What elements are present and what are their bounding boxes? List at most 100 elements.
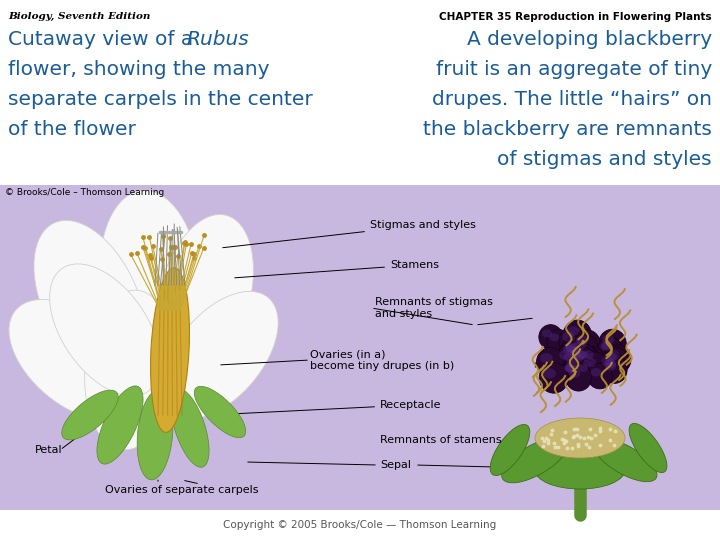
Ellipse shape <box>566 341 591 367</box>
Ellipse shape <box>562 359 590 387</box>
Ellipse shape <box>600 338 622 361</box>
Ellipse shape <box>563 354 574 361</box>
Ellipse shape <box>593 438 657 482</box>
Ellipse shape <box>539 325 562 349</box>
Ellipse shape <box>602 335 614 345</box>
Ellipse shape <box>549 334 559 341</box>
Ellipse shape <box>50 264 161 396</box>
Text: Biology, Seventh Edition: Biology, Seventh Edition <box>8 12 150 21</box>
Ellipse shape <box>576 335 589 345</box>
Ellipse shape <box>539 362 569 393</box>
Text: of stigmas and styles: of stigmas and styles <box>498 150 712 169</box>
Ellipse shape <box>601 354 627 381</box>
Ellipse shape <box>99 190 200 370</box>
Ellipse shape <box>563 345 575 354</box>
Ellipse shape <box>580 352 608 381</box>
Ellipse shape <box>565 363 592 391</box>
Ellipse shape <box>629 423 667 472</box>
Ellipse shape <box>171 389 209 467</box>
Ellipse shape <box>566 364 578 374</box>
Ellipse shape <box>598 337 622 363</box>
Ellipse shape <box>575 360 598 383</box>
Text: Stigmas and styles: Stigmas and styles <box>222 220 476 248</box>
Ellipse shape <box>584 351 594 359</box>
Text: Receptacle: Receptacle <box>213 400 441 415</box>
Text: the blackberry are remnants: the blackberry are remnants <box>423 120 712 139</box>
Ellipse shape <box>535 418 625 458</box>
Ellipse shape <box>540 353 553 363</box>
Ellipse shape <box>605 362 616 370</box>
Ellipse shape <box>600 347 629 376</box>
Ellipse shape <box>604 353 617 362</box>
Ellipse shape <box>608 350 619 360</box>
Ellipse shape <box>562 332 575 342</box>
Ellipse shape <box>541 329 552 338</box>
Text: Ovaries of separate carpels: Ovaries of separate carpels <box>105 485 258 495</box>
Text: Sepal: Sepal <box>380 460 411 470</box>
Ellipse shape <box>567 326 580 335</box>
Text: Remnants of stigmas
and styles: Remnants of stigmas and styles <box>375 297 493 319</box>
Text: Remnants of stamens: Remnants of stamens <box>380 435 502 445</box>
Ellipse shape <box>570 350 580 359</box>
Ellipse shape <box>567 345 591 371</box>
Ellipse shape <box>565 342 578 353</box>
Ellipse shape <box>567 359 578 368</box>
Ellipse shape <box>559 326 588 356</box>
Ellipse shape <box>9 299 141 421</box>
Ellipse shape <box>604 359 616 368</box>
Ellipse shape <box>490 424 530 476</box>
Ellipse shape <box>556 345 584 374</box>
Ellipse shape <box>546 329 569 353</box>
Ellipse shape <box>156 214 253 375</box>
Ellipse shape <box>563 353 589 381</box>
Ellipse shape <box>583 357 596 367</box>
Text: Petal: Petal <box>35 445 63 455</box>
Ellipse shape <box>535 451 625 489</box>
Text: Cutaway view of a: Cutaway view of a <box>8 30 199 49</box>
Text: fruit is an aggregate of tiny: fruit is an aggregate of tiny <box>436 60 712 79</box>
Ellipse shape <box>590 368 602 376</box>
Ellipse shape <box>604 345 631 374</box>
Ellipse shape <box>502 437 568 483</box>
Ellipse shape <box>562 337 590 367</box>
Ellipse shape <box>162 292 278 418</box>
Ellipse shape <box>574 340 586 349</box>
Ellipse shape <box>559 339 587 367</box>
Ellipse shape <box>564 364 574 372</box>
Ellipse shape <box>570 347 596 374</box>
Text: Stamens: Stamens <box>235 260 439 278</box>
Ellipse shape <box>563 320 591 350</box>
Ellipse shape <box>150 268 189 433</box>
Ellipse shape <box>559 350 572 360</box>
Ellipse shape <box>569 369 580 378</box>
Ellipse shape <box>62 390 118 440</box>
Ellipse shape <box>572 350 585 360</box>
Ellipse shape <box>85 290 176 450</box>
Ellipse shape <box>194 386 246 438</box>
Text: drupes. The little “hairs” on: drupes. The little “hairs” on <box>432 90 712 109</box>
Text: CHAPTER 35 Reproduction in Flowering Plants: CHAPTER 35 Reproduction in Flowering Pla… <box>439 12 712 22</box>
Ellipse shape <box>598 352 625 380</box>
Ellipse shape <box>34 220 146 380</box>
Ellipse shape <box>588 363 612 389</box>
Ellipse shape <box>573 352 585 361</box>
Ellipse shape <box>577 364 588 372</box>
Ellipse shape <box>562 360 585 383</box>
Ellipse shape <box>563 339 586 363</box>
Ellipse shape <box>561 360 583 383</box>
Ellipse shape <box>570 346 580 355</box>
Ellipse shape <box>97 386 143 464</box>
Ellipse shape <box>137 390 173 480</box>
Ellipse shape <box>570 334 598 363</box>
Ellipse shape <box>600 342 611 350</box>
Text: © Brooks/Cole – Thomson Learning: © Brooks/Cole – Thomson Learning <box>5 188 164 197</box>
Text: separate carpels in the center: separate carpels in the center <box>8 90 312 109</box>
Ellipse shape <box>566 344 577 352</box>
Ellipse shape <box>543 368 556 379</box>
Ellipse shape <box>577 350 588 359</box>
Ellipse shape <box>581 346 603 370</box>
Ellipse shape <box>564 364 575 372</box>
Ellipse shape <box>603 342 613 350</box>
Ellipse shape <box>574 346 599 372</box>
Ellipse shape <box>572 330 600 359</box>
